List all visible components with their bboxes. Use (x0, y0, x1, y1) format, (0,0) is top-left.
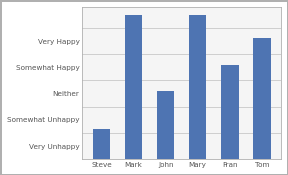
Bar (93, 129, 110, 159)
Bar (221, 65, 238, 159)
Bar (125, 15, 142, 159)
Bar (253, 38, 271, 159)
Bar (157, 91, 175, 159)
Bar (189, 15, 206, 159)
